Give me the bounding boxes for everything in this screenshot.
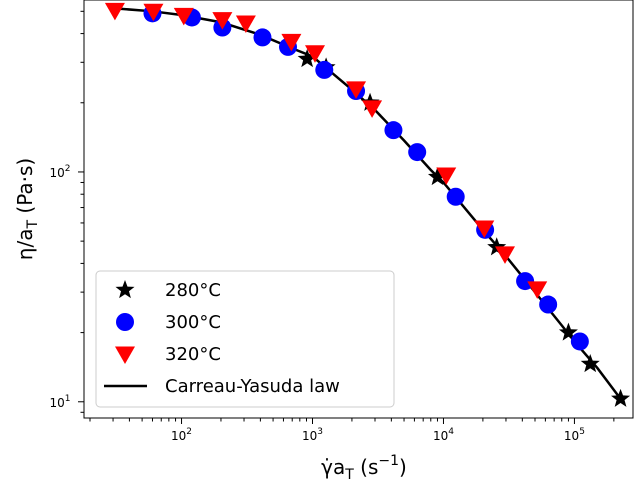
series-triangle-down	[104, 2, 548, 299]
data-point-triangle-down	[235, 15, 256, 33]
legend-label-280: 280°C	[165, 280, 221, 301]
data-point-triangle-down	[281, 33, 302, 52]
legend-item-fit: Carreau-Yasuda law	[104, 376, 340, 397]
data-point-triangle-down	[436, 167, 457, 185]
data-point-circle	[539, 295, 558, 314]
legend-star-marker	[115, 280, 135, 299]
data-point-circle	[384, 121, 403, 140]
legend-circle-marker	[116, 313, 134, 331]
y-tick-label: 102	[49, 164, 70, 180]
data-point-triangle-down	[474, 220, 495, 239]
legend-item-320: 320°C	[115, 344, 221, 365]
data-point-triangle-down	[527, 281, 548, 299]
data-point-triangle-down	[212, 12, 233, 30]
legend-triangle-marker	[115, 346, 135, 364]
legend-label-320: 320°C	[165, 344, 221, 365]
data-point-circle	[315, 60, 334, 79]
x-axis-label: γ̇aT (s−1)	[321, 453, 407, 483]
data-point-circle	[408, 143, 427, 162]
legend-item-300: 300°C	[116, 312, 221, 333]
series-layer	[104, 2, 631, 407]
x-tick-label: 102	[171, 427, 192, 443]
x-tick-label: 104	[433, 427, 454, 443]
legend-label-300: 300°C	[165, 312, 221, 333]
legend-label-fit: Carreau-Yasuda law	[165, 376, 340, 397]
data-point-star	[297, 49, 317, 68]
data-point-circle	[516, 272, 535, 291]
legend-item-280: 280°C	[115, 280, 221, 301]
data-point-circle	[446, 187, 465, 206]
data-point-triangle-down	[173, 7, 194, 26]
x-tick-label: 103	[302, 427, 323, 443]
data-point-triangle-down	[104, 2, 125, 21]
data-point-star	[580, 354, 600, 373]
data-point-circle	[253, 28, 272, 47]
y-axis-label: η/aT (Pa·s)	[13, 158, 41, 260]
data-point-star	[558, 322, 578, 341]
data-point-star	[427, 167, 447, 186]
data-point-triangle-down	[362, 100, 383, 118]
data-point-triangle-down	[143, 3, 164, 22]
axes-layer: 102 103 104 105 101 102	[49, 0, 634, 443]
data-point-triangle-down	[305, 45, 326, 63]
legend-marker-triangle-down	[115, 346, 135, 364]
legend: 280°C 300°C 320°C Carreau-Yasuda law	[95, 270, 395, 408]
x-tick-label: 105	[564, 427, 585, 443]
data-point-star	[487, 237, 507, 256]
data-point-triangle-down	[495, 246, 516, 264]
legend-marker-circle	[116, 313, 134, 331]
data-point-star	[611, 388, 631, 407]
data-point-triangle-down	[346, 81, 367, 99]
plot-frame	[83, 0, 634, 419]
legend-box	[95, 270, 395, 408]
data-point-circle	[570, 332, 589, 351]
y-tick-label: 101	[49, 394, 70, 410]
legend-marker-star	[115, 280, 135, 299]
